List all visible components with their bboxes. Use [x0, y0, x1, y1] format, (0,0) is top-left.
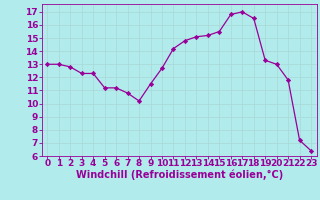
X-axis label: Windchill (Refroidissement éolien,°C): Windchill (Refroidissement éolien,°C): [76, 170, 283, 180]
